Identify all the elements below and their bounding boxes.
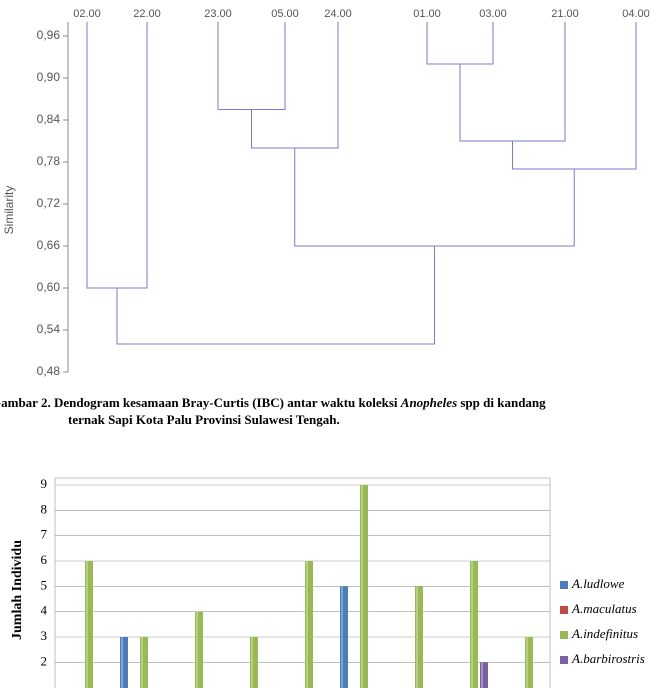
- y-tick-label: 9: [41, 476, 48, 491]
- dendrogram-link: [217, 22, 286, 110]
- bar: [305, 561, 313, 688]
- dendrogram-y-label: Similarity: [2, 186, 16, 235]
- bar: [415, 586, 423, 688]
- bar-highlight: [141, 637, 143, 688]
- legend-label: A.indefinitus: [571, 626, 638, 641]
- y-tick-label: 8: [41, 501, 48, 516]
- bar-highlight: [86, 561, 88, 688]
- y-tick-label: 0,48: [37, 364, 61, 378]
- dendrogram-link: [459, 22, 566, 142]
- leaf-label: 24.00: [324, 8, 352, 20]
- bar: [120, 637, 128, 688]
- bar-highlight: [341, 586, 343, 688]
- bar-highlight: [361, 485, 363, 688]
- bar: [195, 611, 203, 688]
- bar: [480, 662, 488, 688]
- bar: [340, 586, 348, 688]
- bar: [250, 637, 258, 688]
- y-tick-label: 0,90: [37, 70, 61, 84]
- y-tick-label: 0,54: [37, 322, 61, 336]
- dendrogram-link: [251, 22, 339, 149]
- y-tick-label: 0,96: [37, 28, 61, 42]
- leaf-label: 22.00: [133, 8, 161, 20]
- caption-rest: spp di kandang: [460, 395, 546, 410]
- dendrogram-link: [512, 22, 637, 170]
- legend-swatch: [560, 656, 568, 664]
- y-tick-label: 2: [41, 653, 48, 668]
- bar-highlight: [481, 662, 483, 688]
- bar: [525, 637, 533, 688]
- bar: [470, 561, 478, 688]
- caption-label: Gambar 2.: [0, 395, 51, 410]
- y-tick-label: 5: [41, 577, 48, 592]
- bar: [140, 637, 148, 688]
- plot-frame: [54, 477, 551, 688]
- bar-highlight: [306, 561, 308, 688]
- legend-label: A.barbirostris: [571, 651, 645, 666]
- bar-highlight: [526, 637, 528, 688]
- y-tick-label: 0,84: [37, 112, 61, 126]
- dendrogram-link: [116, 246, 435, 345]
- leaf-label: 01.00: [413, 8, 441, 20]
- leaf-label: 21.00: [551, 8, 579, 20]
- y-tick-label: 3: [41, 628, 48, 643]
- bar: [360, 485, 368, 688]
- y-tick-label: 0,78: [37, 154, 61, 168]
- bar-highlight: [121, 637, 123, 688]
- bar-highlight: [471, 561, 473, 688]
- y-tick-label: 0,60: [37, 280, 61, 294]
- y-tick-label: 7: [41, 527, 48, 542]
- bar: [85, 561, 93, 688]
- bar-highlight: [416, 586, 418, 688]
- leaf-label: 05.00: [271, 8, 299, 20]
- dendrogram-link: [426, 22, 494, 65]
- legend-swatch: [560, 631, 568, 639]
- leaf-label: 23.00: [204, 8, 232, 20]
- bar-highlight: [196, 611, 198, 688]
- leaf-label: 02.00: [73, 8, 101, 20]
- caption-line-2: ternak Sapi Kota Palu Provinsi Sulawesi …: [68, 412, 340, 427]
- leaf-label: 04.00: [622, 8, 650, 20]
- legend-swatch: [560, 606, 568, 614]
- caption-species: Anopheles: [400, 395, 457, 410]
- leaf-label: 03.00: [479, 8, 507, 20]
- y-tick-label: 0,72: [37, 196, 61, 210]
- legend-label: A.ludlowe: [571, 576, 625, 591]
- caption-line-1: Gambar 2. Dendogram kesamaan Bray-Curtis…: [0, 395, 546, 410]
- legend-label: A.maculatus: [571, 601, 637, 616]
- y-tick-label: 4: [41, 603, 48, 618]
- bar-y-label: Jumlah Individu: [10, 540, 25, 640]
- y-tick-label: 6: [41, 552, 48, 567]
- y-tick-label: 0,66: [37, 238, 61, 252]
- bar-highlight: [251, 637, 253, 688]
- caption-text: Dendogram kesamaan Bray-Curtis (IBC) ant…: [54, 395, 398, 410]
- dendrogram-link: [294, 148, 575, 247]
- dendrogram-link: [86, 22, 148, 289]
- legend-swatch: [560, 581, 568, 589]
